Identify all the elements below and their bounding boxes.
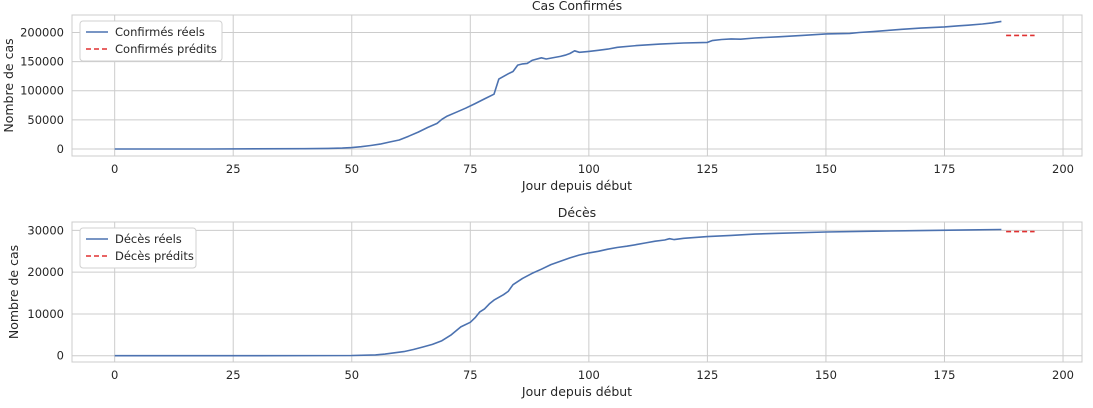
y-tick-label: 0 <box>57 349 64 363</box>
series-line-actual <box>114 228 1002 357</box>
x-tick-label: 150 <box>815 162 837 176</box>
y-tick-label: 0 <box>57 142 64 156</box>
x-tick-label: 50 <box>344 162 359 176</box>
plot-frame <box>71 14 1083 157</box>
y-axis-label: Nombre de cas <box>1 38 16 132</box>
y-tick-label: 10000 <box>27 307 64 321</box>
legend: Décès réels Décès prédits <box>79 227 197 269</box>
x-tick-label: 25 <box>226 162 241 176</box>
chart-title: Décès <box>558 205 596 220</box>
plot-frame <box>71 221 1083 363</box>
confirmed-cases-chart: 0 25 50 75 100 125 150 175 200 0 50000 100000 150000… <box>1 0 1083 193</box>
legend: Confirmés réels Confirmés prédits <box>79 20 223 62</box>
y-tick-label: 100000 <box>20 84 64 98</box>
x-tick-label: 50 <box>344 368 359 382</box>
x-tick-label: 175 <box>934 162 956 176</box>
chart-title: Cas Confirmés <box>532 0 622 13</box>
x-tick-label: 25 <box>226 368 241 382</box>
legend-label: Confirmés prédits <box>115 42 217 56</box>
x-tick-label: 200 <box>1052 368 1074 382</box>
y-tick-label: 30000 <box>27 223 64 237</box>
x-axis-label: Jour depuis début <box>521 384 632 399</box>
x-tick-label: 75 <box>463 368 478 382</box>
x-tick-label: 100 <box>578 368 600 382</box>
y-tick-label: 150000 <box>20 55 64 69</box>
y-axis-label: Nombre de cas <box>6 245 21 339</box>
legend-label: Décès prédits <box>115 249 194 263</box>
y-tick-label: 50000 <box>27 113 64 127</box>
legend-label: Confirmés réels <box>115 25 205 39</box>
x-tick-label: 0 <box>111 162 118 176</box>
deaths-chart: 0 25 50 75 100 125 150 175 200 0 10000 20000 30000 Dé… <box>6 205 1083 399</box>
series-line-actual <box>114 20 1002 150</box>
legend-box <box>79 227 197 269</box>
x-tick-label: 125 <box>696 368 718 382</box>
x-axis-label: Jour depuis début <box>521 178 632 193</box>
legend-box <box>79 20 223 62</box>
y-tick-label: 20000 <box>27 265 64 279</box>
x-tick-label: 100 <box>578 162 600 176</box>
x-tick-label: 125 <box>696 162 718 176</box>
x-tick-label: 75 <box>463 162 478 176</box>
y-tick-label: 200000 <box>20 25 64 39</box>
x-tick-label: 150 <box>815 368 837 382</box>
x-tick-label: 200 <box>1052 162 1074 176</box>
x-tick-label: 0 <box>111 368 118 382</box>
x-tick-label: 175 <box>934 368 956 382</box>
legend-label: Décès réels <box>115 232 182 246</box>
